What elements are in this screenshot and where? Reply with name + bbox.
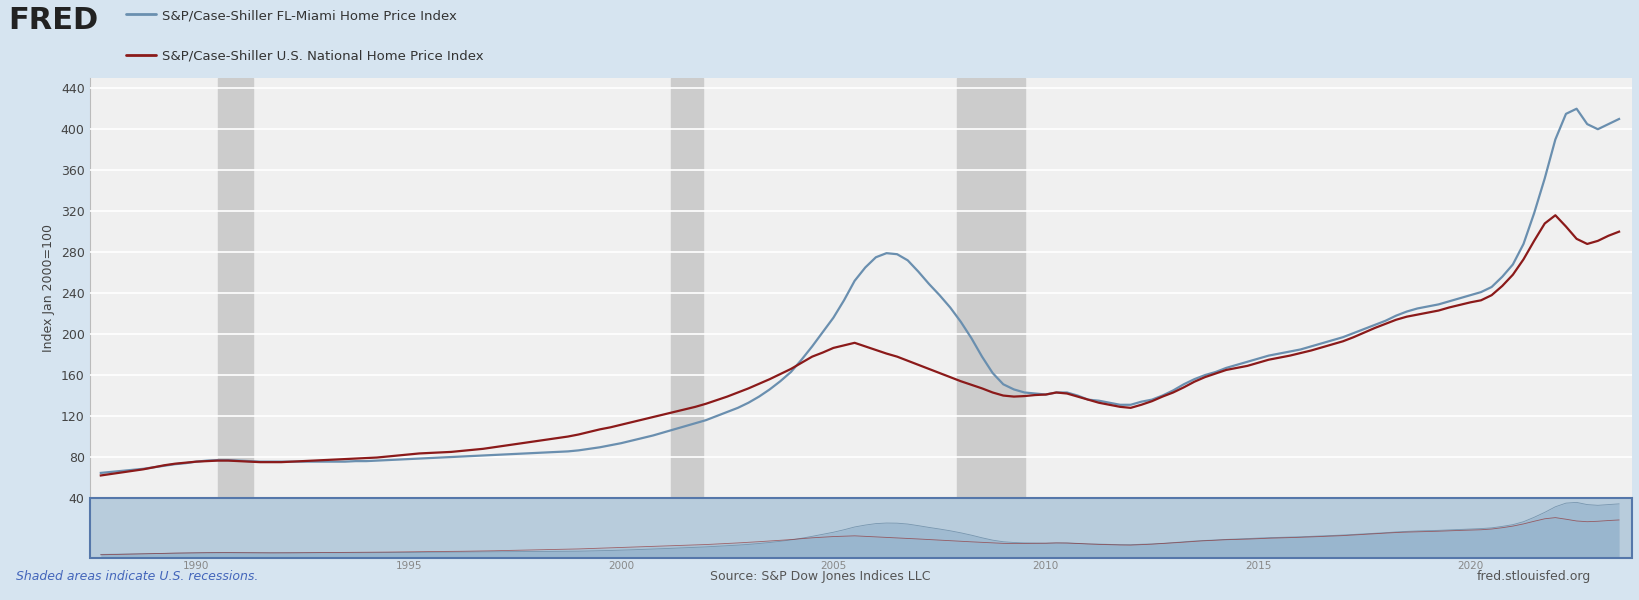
Text: Shaded areas indicate U.S. recessions.: Shaded areas indicate U.S. recessions. bbox=[16, 571, 259, 583]
Text: Source: S&P Dow Jones Indices LLC: Source: S&P Dow Jones Indices LLC bbox=[710, 571, 929, 583]
Text: FRED: FRED bbox=[8, 6, 98, 35]
Bar bbox=[218, 78, 252, 498]
Text: S&P/Case-Shiller FL-Miami Home Price Index: S&P/Case-Shiller FL-Miami Home Price Ind… bbox=[162, 10, 457, 22]
Y-axis label: Index Jan 2000=100: Index Jan 2000=100 bbox=[43, 224, 56, 352]
Bar bbox=[670, 78, 701, 498]
Text: S&P/Case-Shiller U.S. National Home Price Index: S&P/Case-Shiller U.S. National Home Pric… bbox=[162, 50, 484, 63]
Text: fred.stlouisfed.org: fred.stlouisfed.org bbox=[1475, 571, 1590, 583]
Bar bbox=[957, 78, 1024, 498]
